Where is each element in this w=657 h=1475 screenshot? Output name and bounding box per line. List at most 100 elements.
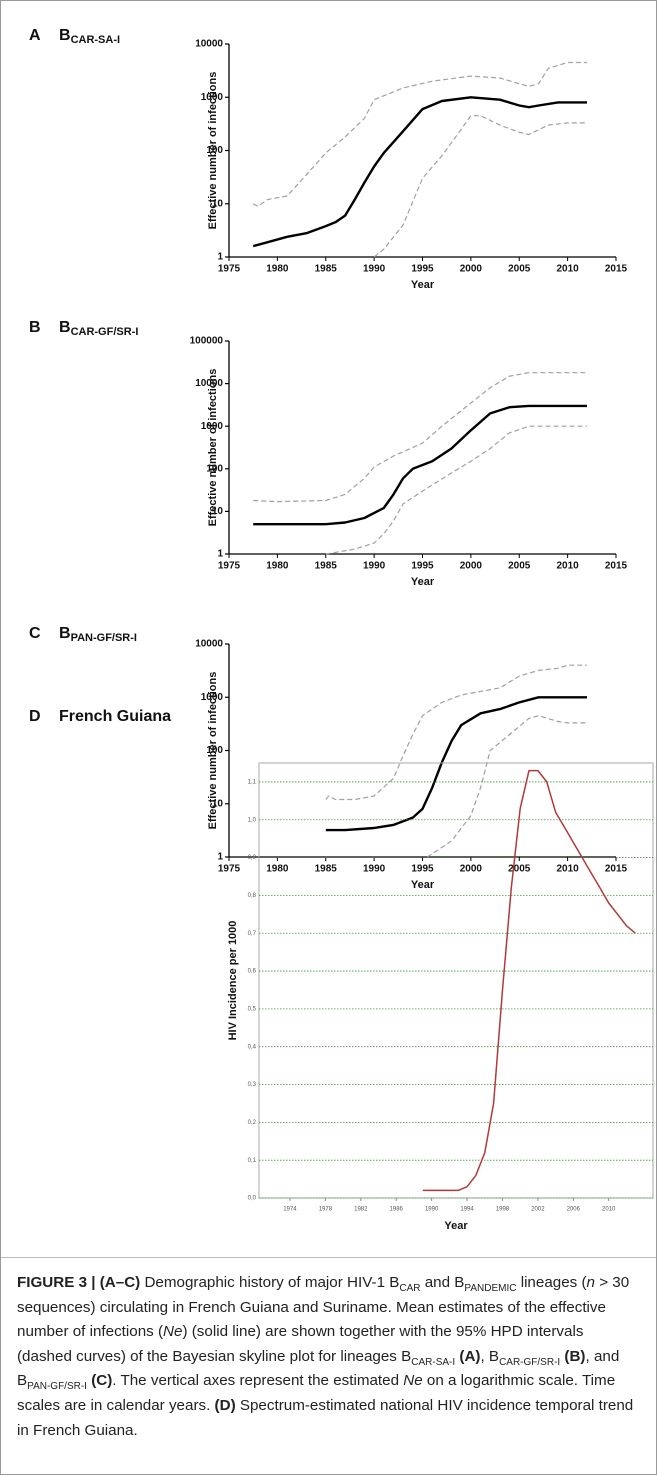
y-tick-label: 0,1 xyxy=(248,1158,257,1164)
x-tick-label: 1986 xyxy=(390,1207,404,1213)
y-tick-label: 0,0 xyxy=(248,1196,257,1202)
plot-frame xyxy=(258,762,654,1199)
x-axis-label: Year xyxy=(411,279,435,291)
series-line xyxy=(252,61,587,207)
series-line xyxy=(325,425,587,555)
x-tick-label: 1982 xyxy=(354,1207,368,1213)
y-tick-label: 10 xyxy=(212,798,224,809)
y-tick-label: 1 xyxy=(217,549,223,560)
series-line xyxy=(252,96,587,248)
title-main: French Guiana xyxy=(59,708,171,725)
caption-run: , and B xyxy=(17,1347,620,1390)
series-line xyxy=(325,664,587,801)
x-axis-label: Year xyxy=(444,1220,468,1232)
panel-title: BCAR-SA-I xyxy=(59,27,120,46)
caption-run: FIGURE 3 | (A–C) xyxy=(17,1274,141,1291)
x-tick-label: 1975 xyxy=(218,264,241,275)
series-line xyxy=(325,696,587,832)
title-main: B xyxy=(59,625,71,642)
caption-run: CAR xyxy=(399,1283,421,1295)
y-axis-label: Effective number of infections xyxy=(207,672,219,830)
caption-run: PAN-GF/SR-I xyxy=(27,1381,87,1393)
y-axis-label: HIV Incidence per 1000 xyxy=(227,921,239,1041)
caption-run: CAR-GF/SR-I xyxy=(499,1356,561,1368)
series-line xyxy=(373,115,587,258)
title-sub: CAR-GF/SR-I xyxy=(71,326,139,338)
panel-letter: B xyxy=(29,319,41,336)
x-tick-label: 1995 xyxy=(411,264,434,275)
caption-run: , B xyxy=(480,1347,500,1365)
y-tick-label: 10000 xyxy=(195,639,223,650)
x-tick-label: 1975 xyxy=(218,561,241,572)
y-tick-label: 0,2 xyxy=(248,1120,257,1126)
y-tick-label: 1,1 xyxy=(248,779,257,785)
x-tick-label: 1990 xyxy=(425,1207,439,1213)
panel-letter: D xyxy=(29,708,41,725)
x-tick-label: 2002 xyxy=(531,1207,545,1213)
panel-letter: C xyxy=(29,625,41,642)
y-tick-label: 0,9 xyxy=(248,855,257,861)
y-tick-label: 10000 xyxy=(195,378,223,389)
x-tick-label: 2015 xyxy=(605,864,628,875)
title-sub: CAR-SA-I xyxy=(71,34,121,46)
caption-run: on a logarithmic scale. Time scales are … xyxy=(17,1372,616,1414)
caption-run: lineages ( xyxy=(516,1274,587,1291)
x-axis-label: Year xyxy=(411,879,435,891)
caption-run: PANDEMIC xyxy=(464,1283,517,1295)
y-tick-label: 10 xyxy=(212,198,224,209)
x-tick-label: 2010 xyxy=(557,864,580,875)
panel-title: French Guiana xyxy=(59,708,171,725)
x-tick-label: 1975 xyxy=(218,864,241,875)
x-tick-label: 1985 xyxy=(315,864,338,875)
y-tick-label: 1 xyxy=(217,852,223,863)
y-tick-label: 100000 xyxy=(190,336,224,347)
caption-run: Demographic history of major HIV-1 B xyxy=(140,1274,400,1291)
x-tick-label: 1990 xyxy=(363,864,386,875)
y-tick-label: 10 xyxy=(212,506,224,517)
y-tick-label: 1 xyxy=(217,252,223,263)
x-tick-label: 2010 xyxy=(557,264,580,275)
y-tick-label: 1000 xyxy=(201,92,224,103)
series-line xyxy=(422,769,636,1192)
caption-run: (C) xyxy=(91,1372,113,1390)
caption-run: CAR-SA-I xyxy=(411,1356,456,1368)
x-tick-label: 1995 xyxy=(411,864,434,875)
x-tick-label: 1974 xyxy=(283,1207,297,1213)
x-tick-label: 2000 xyxy=(460,561,483,572)
separator xyxy=(1,1257,656,1258)
caption-run: Spectrum-estimated national HIV incidenc… xyxy=(17,1396,634,1439)
y-tick-label: 100 xyxy=(206,145,223,156)
series-line xyxy=(253,404,587,526)
y-tick-label: 100 xyxy=(206,463,223,474)
x-tick-label: 1980 xyxy=(266,864,289,875)
series-line xyxy=(253,372,587,503)
x-tick-label: 1980 xyxy=(266,561,289,572)
caption-run: Ne xyxy=(163,1323,183,1341)
x-tick-label: 1995 xyxy=(411,561,434,572)
caption-run: . The vertical axes represent the estima… xyxy=(112,1372,404,1390)
x-tick-label: 1985 xyxy=(315,264,338,275)
y-axis-label: Effective number of infections xyxy=(207,72,219,230)
y-tick-label: 0,8 xyxy=(248,893,257,899)
caption-run: Ne xyxy=(403,1372,423,1390)
x-tick-label: 1985 xyxy=(315,561,338,572)
y-tick-label: 0,6 xyxy=(248,969,257,975)
x-tick-label: 2005 xyxy=(508,561,531,572)
series-line xyxy=(426,715,587,858)
caption-run: n xyxy=(586,1274,595,1291)
y-axis-label: Effective number of infections xyxy=(207,369,219,527)
caption-run: (A) xyxy=(459,1347,481,1365)
caption: FIGURE 3 | (A–C) Demographic history of … xyxy=(17,1271,642,1443)
panel-title: BPAN-GF/SR-I xyxy=(59,625,137,644)
x-tick-label: 1980 xyxy=(266,264,289,275)
x-tick-label: 1998 xyxy=(496,1207,510,1213)
x-tick-label: 2010 xyxy=(602,1207,616,1213)
caption-run: (D) xyxy=(214,1396,236,1414)
x-tick-label: 1990 xyxy=(363,561,386,572)
title-main: B xyxy=(59,27,71,44)
x-axis-label: Year xyxy=(411,576,435,588)
x-tick-label: 2005 xyxy=(508,264,531,275)
y-tick-label: 1000 xyxy=(201,692,224,703)
